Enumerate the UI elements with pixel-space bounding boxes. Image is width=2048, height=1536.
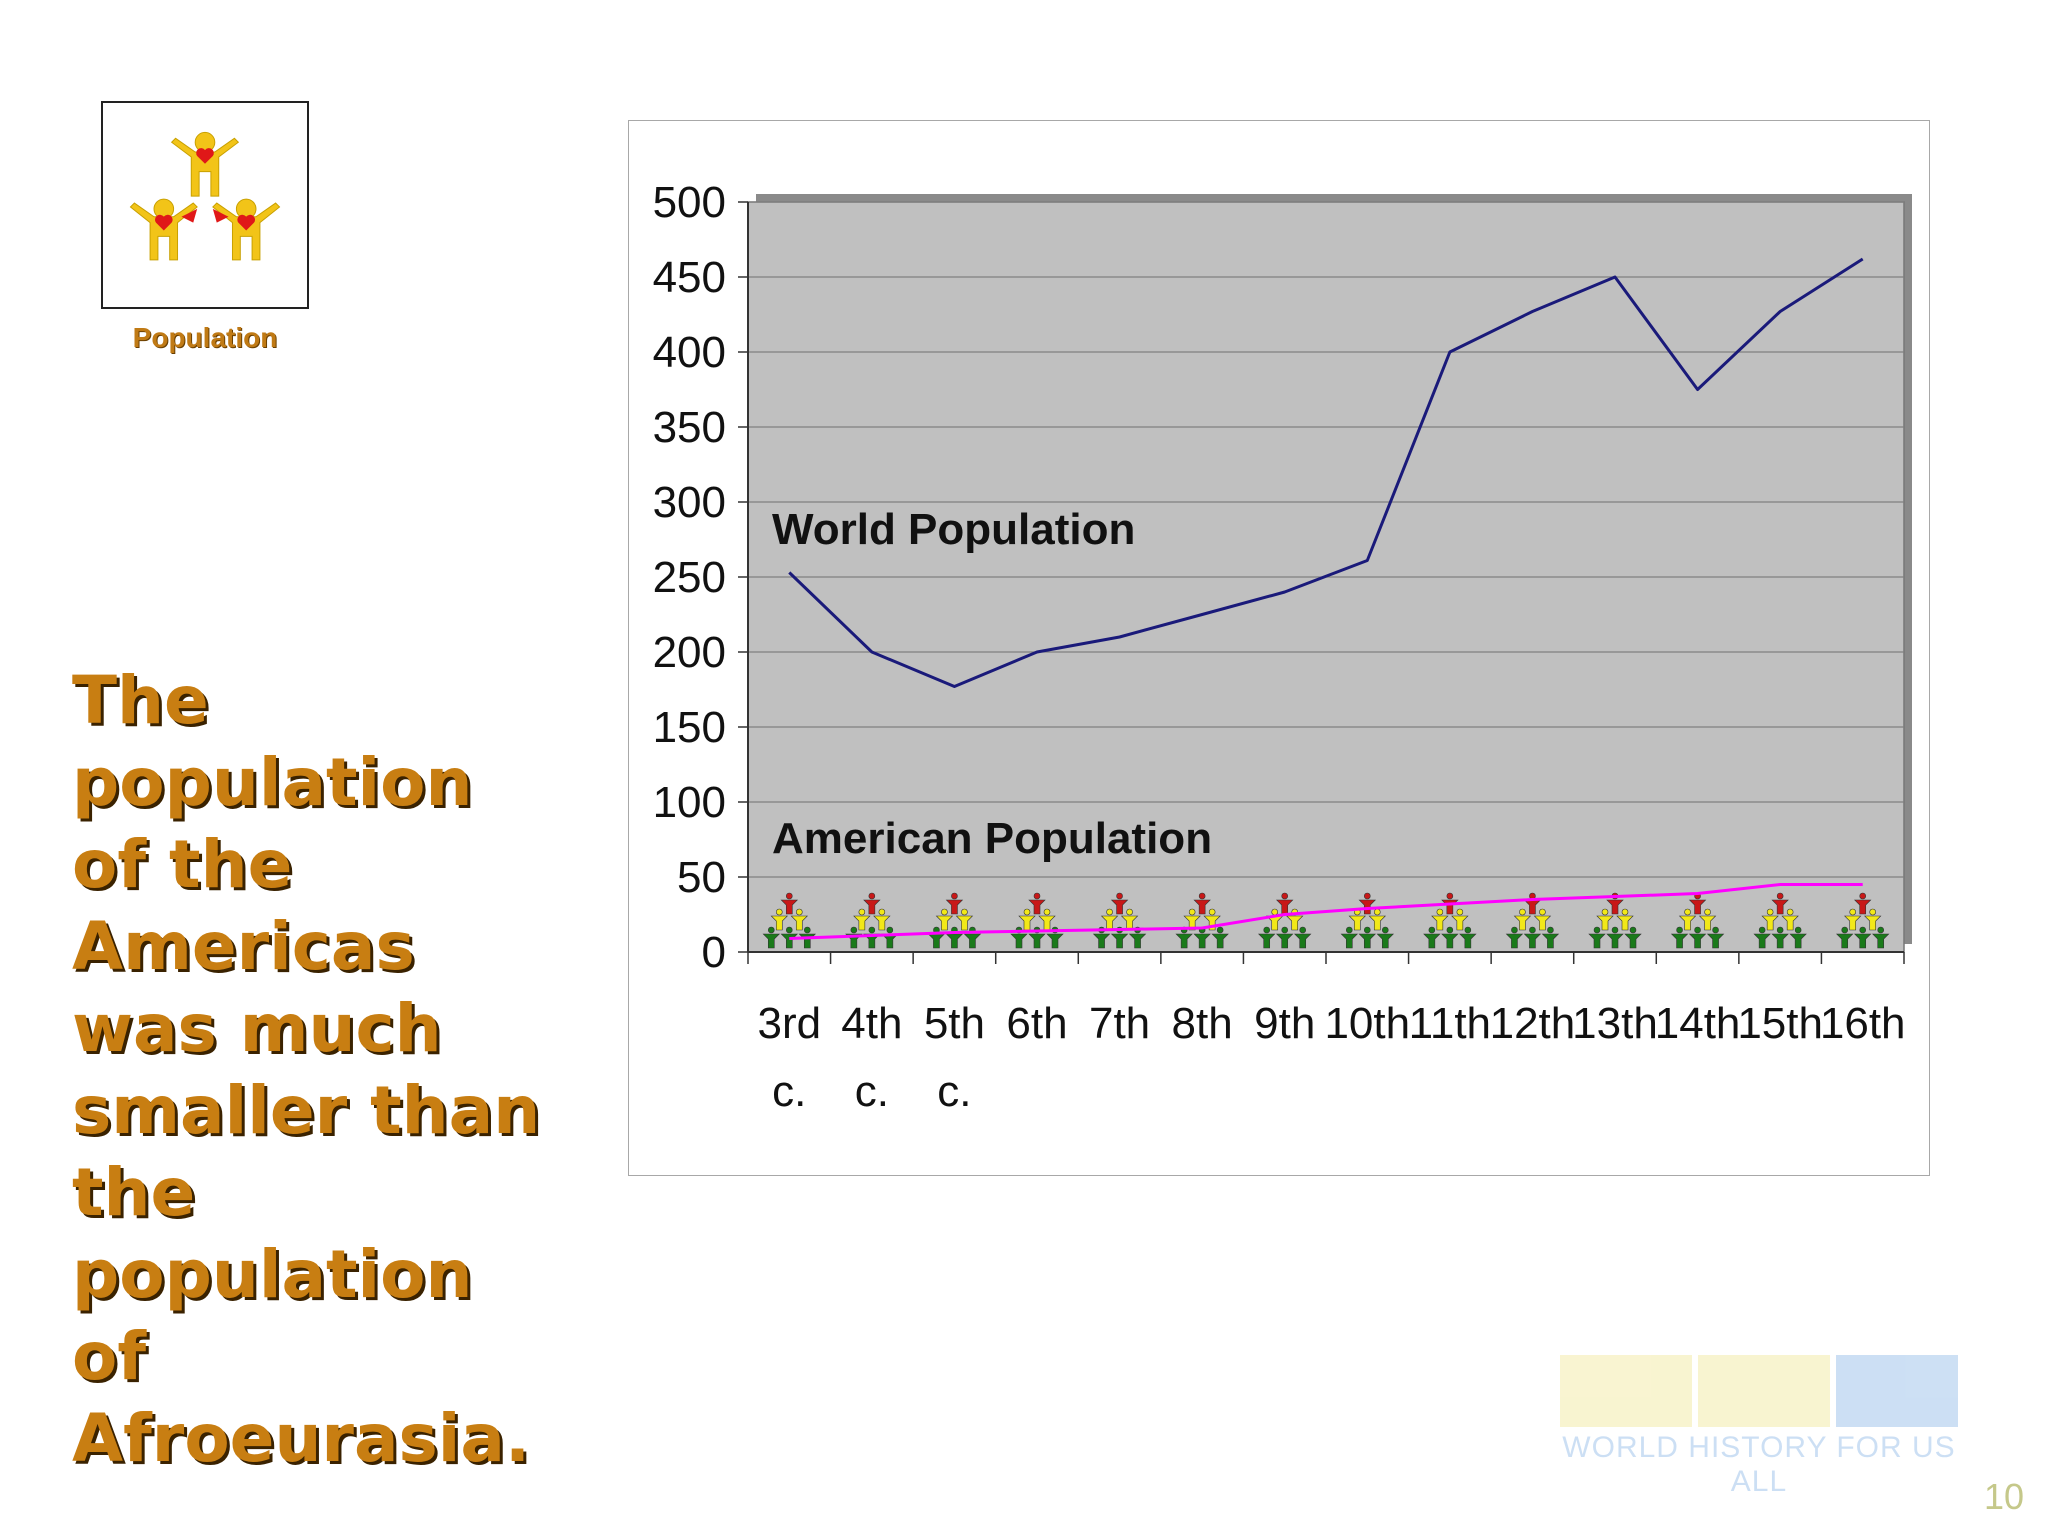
y-tick-label: 150 bbox=[653, 703, 726, 752]
x-tick-label: 11th bbox=[1409, 999, 1491, 1048]
people-pictogram-icon bbox=[1175, 892, 1229, 949]
headline-line: The bbox=[72, 662, 209, 739]
x-tick-label: 5th bbox=[924, 999, 985, 1048]
arrow-icons bbox=[181, 208, 229, 223]
y-tick-label: 200 bbox=[653, 628, 726, 677]
world-population-label: World Population bbox=[772, 505, 1135, 554]
headline-line: population bbox=[72, 744, 473, 821]
world-history-logo: WORLD HISTORY FOR US ALL bbox=[1560, 1355, 1958, 1498]
x-tick-label: 9th bbox=[1254, 999, 1315, 1048]
headline: The population of the Americas was much … bbox=[72, 660, 592, 1480]
page-number: 10 bbox=[1983, 1476, 2024, 1517]
y-tick-label: 0 bbox=[702, 928, 726, 977]
x-tick-label: 7th bbox=[1089, 999, 1150, 1048]
x-tick-label: 14th bbox=[1655, 999, 1741, 1048]
headline-line: Afroeurasia. bbox=[72, 1400, 531, 1477]
x-tick-label: 13th bbox=[1572, 999, 1658, 1048]
y-tick-label: 100 bbox=[653, 778, 726, 827]
people-pictogram-icon bbox=[1257, 892, 1312, 949]
people-pictogram-icon bbox=[1092, 892, 1147, 949]
people-pictogram-icon bbox=[1340, 892, 1395, 949]
x-tick-label: c. bbox=[855, 1067, 889, 1116]
headline-line: smaller than bbox=[72, 1072, 541, 1149]
headline-line: population bbox=[72, 1236, 473, 1313]
y-tick-label: 300 bbox=[653, 478, 726, 527]
headline-line: was much bbox=[72, 990, 442, 1067]
population-icon bbox=[101, 101, 309, 309]
american-population-label: American Population bbox=[772, 814, 1212, 863]
people-pictogram-icon bbox=[1835, 892, 1890, 949]
x-tick-label: 10th bbox=[1324, 999, 1410, 1048]
headline-line: the bbox=[72, 1154, 196, 1231]
x-tick-label: 3rd bbox=[757, 999, 821, 1048]
x-tick-label: c. bbox=[937, 1067, 971, 1116]
people-pictogram-icon bbox=[1010, 892, 1064, 949]
y-tick-label: 500 bbox=[653, 178, 726, 227]
headline-line: of the bbox=[72, 826, 293, 903]
headline-line: Americas bbox=[72, 908, 415, 985]
x-tick-label: 16th bbox=[1820, 999, 1906, 1048]
x-tick-label: 6th bbox=[1006, 999, 1067, 1048]
heart-icons bbox=[154, 148, 256, 231]
people-pictogram-icon bbox=[1505, 892, 1560, 949]
icon-label: Population bbox=[132, 322, 278, 353]
people-pictogram-icon bbox=[1588, 892, 1642, 949]
people-figure-icon-left bbox=[129, 198, 198, 261]
x-tick-label: c. bbox=[772, 1067, 806, 1116]
people-figure-icon-top bbox=[170, 131, 240, 197]
y-tick-label: 400 bbox=[653, 328, 726, 377]
people-pictogram-icon bbox=[927, 892, 982, 949]
world-population-line bbox=[788, 257, 1864, 688]
headline-line: of bbox=[72, 1318, 147, 1395]
x-tick-label: 4th bbox=[841, 999, 902, 1048]
y-tick-label: 50 bbox=[677, 853, 726, 902]
logo-text: WORLD HISTORY FOR US ALL bbox=[1562, 1431, 1956, 1498]
y-tick-label: 350 bbox=[653, 403, 726, 452]
y-tick-label: 250 bbox=[653, 553, 726, 602]
x-tick-label: 12th bbox=[1490, 999, 1576, 1048]
american-population-line bbox=[789, 883, 1863, 940]
y-tick-label: 450 bbox=[653, 253, 726, 302]
people-pictogram-icon bbox=[1753, 892, 1807, 949]
x-tick-label: 15th bbox=[1737, 999, 1823, 1048]
x-tick-label: 8th bbox=[1172, 999, 1233, 1048]
population-chart: 0 50 100 150 200 250 300 350 400 450 500 3rd c. 4th c.… bbox=[653, 178, 1912, 1116]
